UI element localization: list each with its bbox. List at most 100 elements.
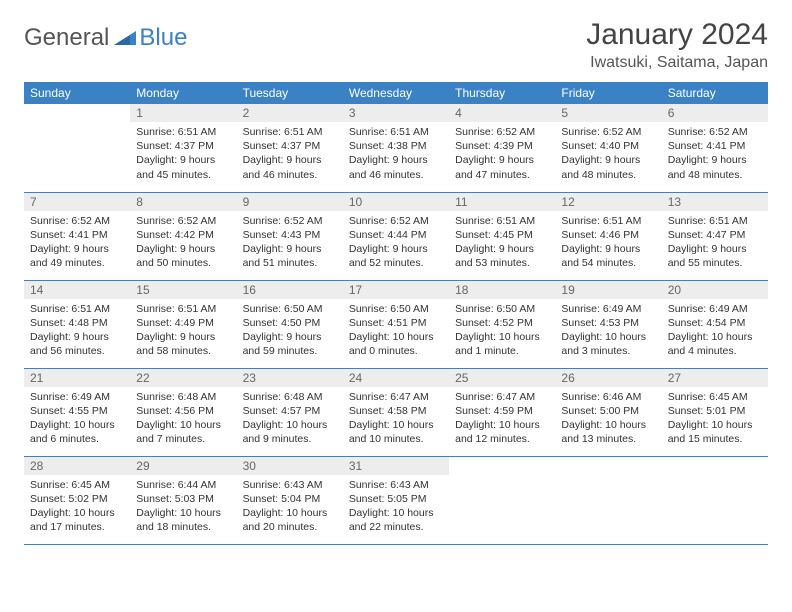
calendar-cell: 22Sunrise: 6:48 AMSunset: 4:56 PMDayligh… xyxy=(130,368,236,456)
day-content: Sunrise: 6:51 AMSunset: 4:37 PMDaylight:… xyxy=(237,122,343,186)
day-number: 24 xyxy=(343,369,449,387)
day-number: 5 xyxy=(555,104,661,122)
header: General Blue January 2024 Iwatsuki, Sait… xyxy=(24,18,768,72)
calendar-cell: 10Sunrise: 6:52 AMSunset: 4:44 PMDayligh… xyxy=(343,192,449,280)
logo: General Blue xyxy=(24,24,187,52)
month-title: January 2024 xyxy=(586,18,768,52)
day-number: 12 xyxy=(555,193,661,211)
weekday-header: Sunday xyxy=(24,82,130,104)
day-content: Sunrise: 6:51 AMSunset: 4:38 PMDaylight:… xyxy=(343,122,449,186)
calendar-cell: 20Sunrise: 6:49 AMSunset: 4:54 PMDayligh… xyxy=(662,280,768,368)
calendar-cell: 14Sunrise: 6:51 AMSunset: 4:48 PMDayligh… xyxy=(24,280,130,368)
calendar-cell: 4Sunrise: 6:52 AMSunset: 4:39 PMDaylight… xyxy=(449,104,555,192)
day-content: Sunrise: 6:47 AMSunset: 4:59 PMDaylight:… xyxy=(449,387,555,451)
calendar-cell: 2Sunrise: 6:51 AMSunset: 4:37 PMDaylight… xyxy=(237,104,343,192)
calendar-cell: 11Sunrise: 6:51 AMSunset: 4:45 PMDayligh… xyxy=(449,192,555,280)
day-content: Sunrise: 6:48 AMSunset: 4:56 PMDaylight:… xyxy=(130,387,236,451)
location: Iwatsuki, Saitama, Japan xyxy=(586,54,768,72)
weekday-header: Saturday xyxy=(662,82,768,104)
day-content: Sunrise: 6:51 AMSunset: 4:48 PMDaylight:… xyxy=(24,299,130,363)
day-number: 18 xyxy=(449,281,555,299)
calendar-cell: 23Sunrise: 6:48 AMSunset: 4:57 PMDayligh… xyxy=(237,368,343,456)
calendar-cell: 8Sunrise: 6:52 AMSunset: 4:42 PMDaylight… xyxy=(130,192,236,280)
day-number: 7 xyxy=(24,193,130,211)
day-number: 29 xyxy=(130,457,236,475)
calendar-table: Sunday Monday Tuesday Wednesday Thursday… xyxy=(24,82,768,545)
calendar-cell: 26Sunrise: 6:46 AMSunset: 5:00 PMDayligh… xyxy=(555,368,661,456)
day-number: 28 xyxy=(24,457,130,475)
day-number: 17 xyxy=(343,281,449,299)
calendar-cell: 29Sunrise: 6:44 AMSunset: 5:03 PMDayligh… xyxy=(130,456,236,544)
day-number: 19 xyxy=(555,281,661,299)
day-content: Sunrise: 6:43 AMSunset: 5:05 PMDaylight:… xyxy=(343,475,449,539)
day-content: Sunrise: 6:46 AMSunset: 5:00 PMDaylight:… xyxy=(555,387,661,451)
calendar-cell xyxy=(24,104,130,192)
weekday-header: Friday xyxy=(555,82,661,104)
calendar-cell: 7Sunrise: 6:52 AMSunset: 4:41 PMDaylight… xyxy=(24,192,130,280)
day-number: 25 xyxy=(449,369,555,387)
day-content: Sunrise: 6:52 AMSunset: 4:41 PMDaylight:… xyxy=(662,122,768,186)
logo-text-general: General xyxy=(24,24,109,52)
day-number: 14 xyxy=(24,281,130,299)
logo-text-blue: Blue xyxy=(139,24,187,52)
day-number: 20 xyxy=(662,281,768,299)
day-number: 3 xyxy=(343,104,449,122)
weekday-header-row: Sunday Monday Tuesday Wednesday Thursday… xyxy=(24,82,768,104)
day-number: 27 xyxy=(662,369,768,387)
logo-triangle-icon xyxy=(114,27,136,50)
calendar-cell: 19Sunrise: 6:49 AMSunset: 4:53 PMDayligh… xyxy=(555,280,661,368)
day-content: Sunrise: 6:50 AMSunset: 4:52 PMDaylight:… xyxy=(449,299,555,363)
day-number: 16 xyxy=(237,281,343,299)
day-number: 26 xyxy=(555,369,661,387)
calendar-row: 14Sunrise: 6:51 AMSunset: 4:48 PMDayligh… xyxy=(24,280,768,368)
day-content: Sunrise: 6:43 AMSunset: 5:04 PMDaylight:… xyxy=(237,475,343,539)
day-number: 22 xyxy=(130,369,236,387)
day-number: 9 xyxy=(237,193,343,211)
calendar-row: 21Sunrise: 6:49 AMSunset: 4:55 PMDayligh… xyxy=(24,368,768,456)
day-content: Sunrise: 6:45 AMSunset: 5:02 PMDaylight:… xyxy=(24,475,130,539)
calendar-cell: 6Sunrise: 6:52 AMSunset: 4:41 PMDaylight… xyxy=(662,104,768,192)
day-number: 10 xyxy=(343,193,449,211)
day-content: Sunrise: 6:49 AMSunset: 4:55 PMDaylight:… xyxy=(24,387,130,451)
calendar-cell: 17Sunrise: 6:50 AMSunset: 4:51 PMDayligh… xyxy=(343,280,449,368)
calendar-body: 1Sunrise: 6:51 AMSunset: 4:37 PMDaylight… xyxy=(24,104,768,544)
day-content: Sunrise: 6:44 AMSunset: 5:03 PMDaylight:… xyxy=(130,475,236,539)
calendar-cell: 21Sunrise: 6:49 AMSunset: 4:55 PMDayligh… xyxy=(24,368,130,456)
day-content: Sunrise: 6:50 AMSunset: 4:51 PMDaylight:… xyxy=(343,299,449,363)
day-content: Sunrise: 6:52 AMSunset: 4:44 PMDaylight:… xyxy=(343,211,449,275)
day-content: Sunrise: 6:48 AMSunset: 4:57 PMDaylight:… xyxy=(237,387,343,451)
day-content: Sunrise: 6:51 AMSunset: 4:46 PMDaylight:… xyxy=(555,211,661,275)
calendar-row: 28Sunrise: 6:45 AMSunset: 5:02 PMDayligh… xyxy=(24,456,768,544)
day-content: Sunrise: 6:45 AMSunset: 5:01 PMDaylight:… xyxy=(662,387,768,451)
day-number: 8 xyxy=(130,193,236,211)
day-number: 23 xyxy=(237,369,343,387)
weekday-header: Monday xyxy=(130,82,236,104)
day-content: Sunrise: 6:52 AMSunset: 4:40 PMDaylight:… xyxy=(555,122,661,186)
calendar-cell xyxy=(555,456,661,544)
calendar-cell: 12Sunrise: 6:51 AMSunset: 4:46 PMDayligh… xyxy=(555,192,661,280)
calendar-cell: 24Sunrise: 6:47 AMSunset: 4:58 PMDayligh… xyxy=(343,368,449,456)
day-content: Sunrise: 6:51 AMSunset: 4:45 PMDaylight:… xyxy=(449,211,555,275)
calendar-cell: 13Sunrise: 6:51 AMSunset: 4:47 PMDayligh… xyxy=(662,192,768,280)
calendar-cell: 27Sunrise: 6:45 AMSunset: 5:01 PMDayligh… xyxy=(662,368,768,456)
calendar-cell: 31Sunrise: 6:43 AMSunset: 5:05 PMDayligh… xyxy=(343,456,449,544)
calendar-cell: 30Sunrise: 6:43 AMSunset: 5:04 PMDayligh… xyxy=(237,456,343,544)
day-number: 1 xyxy=(130,104,236,122)
day-number: 21 xyxy=(24,369,130,387)
day-number: 4 xyxy=(449,104,555,122)
calendar-cell: 18Sunrise: 6:50 AMSunset: 4:52 PMDayligh… xyxy=(449,280,555,368)
calendar-row: 7Sunrise: 6:52 AMSunset: 4:41 PMDaylight… xyxy=(24,192,768,280)
calendar-cell: 15Sunrise: 6:51 AMSunset: 4:49 PMDayligh… xyxy=(130,280,236,368)
day-content: Sunrise: 6:50 AMSunset: 4:50 PMDaylight:… xyxy=(237,299,343,363)
day-number: 11 xyxy=(449,193,555,211)
calendar-cell: 1Sunrise: 6:51 AMSunset: 4:37 PMDaylight… xyxy=(130,104,236,192)
weekday-header: Wednesday xyxy=(343,82,449,104)
day-content: Sunrise: 6:49 AMSunset: 4:54 PMDaylight:… xyxy=(662,299,768,363)
weekday-header: Tuesday xyxy=(237,82,343,104)
day-content: Sunrise: 6:47 AMSunset: 4:58 PMDaylight:… xyxy=(343,387,449,451)
calendar-cell: 3Sunrise: 6:51 AMSunset: 4:38 PMDaylight… xyxy=(343,104,449,192)
day-number: 30 xyxy=(237,457,343,475)
calendar-cell: 5Sunrise: 6:52 AMSunset: 4:40 PMDaylight… xyxy=(555,104,661,192)
day-content: Sunrise: 6:51 AMSunset: 4:37 PMDaylight:… xyxy=(130,122,236,186)
day-content: Sunrise: 6:52 AMSunset: 4:42 PMDaylight:… xyxy=(130,211,236,275)
